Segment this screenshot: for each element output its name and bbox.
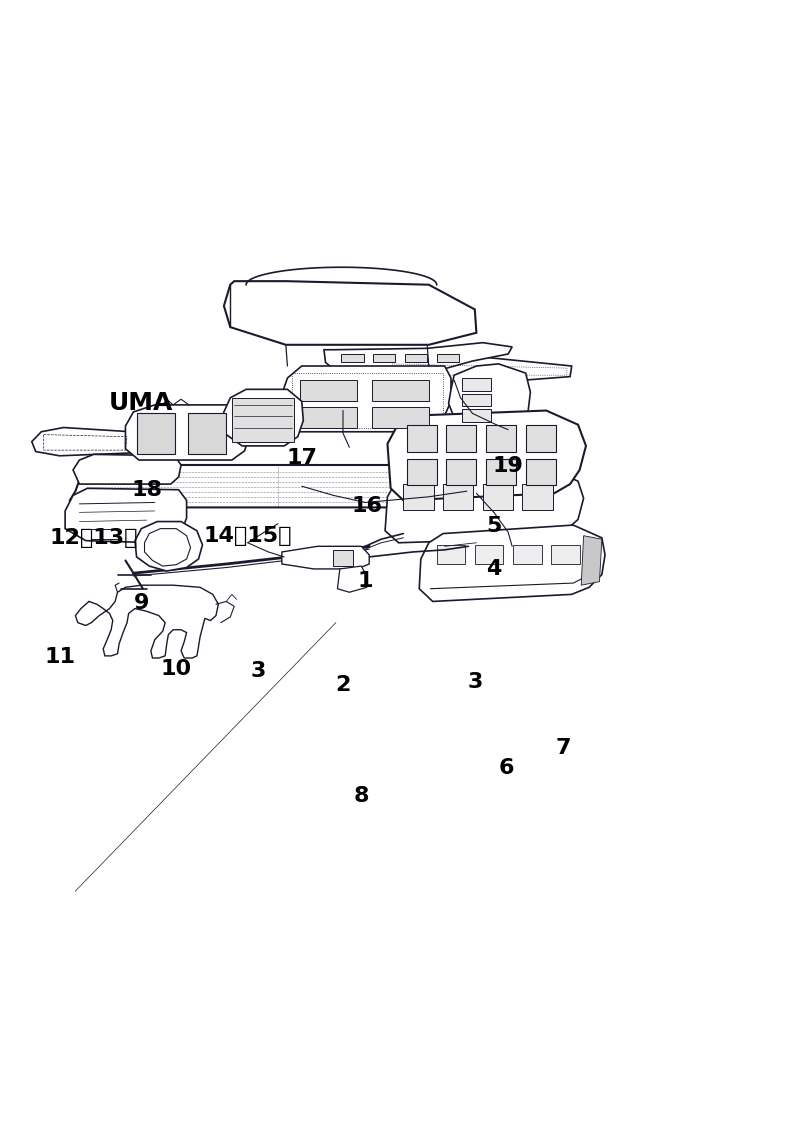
- Polygon shape: [32, 428, 137, 456]
- Polygon shape: [91, 529, 118, 539]
- Text: 7: 7: [556, 738, 572, 758]
- Polygon shape: [188, 413, 226, 455]
- Polygon shape: [125, 405, 250, 460]
- Polygon shape: [581, 536, 602, 585]
- Text: 1: 1: [357, 572, 373, 592]
- Polygon shape: [372, 407, 429, 428]
- Polygon shape: [300, 407, 357, 428]
- Polygon shape: [526, 458, 556, 485]
- Polygon shape: [526, 424, 556, 451]
- Text: 8: 8: [353, 786, 369, 805]
- Polygon shape: [462, 378, 491, 391]
- Polygon shape: [403, 484, 434, 510]
- Polygon shape: [221, 390, 303, 446]
- Polygon shape: [135, 521, 202, 570]
- Polygon shape: [462, 393, 491, 407]
- Polygon shape: [337, 566, 367, 592]
- Polygon shape: [419, 526, 605, 602]
- Text: 11: 11: [44, 647, 75, 667]
- Polygon shape: [389, 357, 572, 384]
- Text: 5: 5: [486, 515, 502, 536]
- Polygon shape: [437, 545, 465, 564]
- Polygon shape: [137, 413, 175, 455]
- Text: 14（15）: 14（15）: [203, 526, 292, 546]
- Polygon shape: [232, 398, 294, 441]
- Text: 4: 4: [486, 559, 502, 579]
- Polygon shape: [486, 424, 516, 451]
- Polygon shape: [407, 458, 437, 485]
- Text: 16: 16: [351, 496, 383, 515]
- Polygon shape: [522, 484, 553, 510]
- Text: 18: 18: [131, 480, 163, 500]
- Polygon shape: [65, 489, 187, 542]
- Text: 10: 10: [160, 659, 192, 678]
- Polygon shape: [282, 546, 369, 569]
- Polygon shape: [73, 455, 181, 484]
- Polygon shape: [405, 354, 427, 363]
- Text: 17: 17: [286, 448, 318, 468]
- Polygon shape: [443, 484, 473, 510]
- Text: 12（13）: 12（13）: [49, 528, 138, 548]
- Polygon shape: [449, 364, 530, 431]
- Polygon shape: [486, 458, 516, 485]
- Polygon shape: [446, 424, 476, 451]
- Text: 19: 19: [493, 456, 523, 476]
- Text: UMA: UMA: [109, 391, 174, 414]
- Polygon shape: [437, 354, 459, 363]
- Text: 6: 6: [499, 758, 515, 778]
- Polygon shape: [333, 550, 353, 566]
- Polygon shape: [513, 545, 542, 564]
- Polygon shape: [373, 354, 395, 363]
- Polygon shape: [483, 484, 513, 510]
- Polygon shape: [407, 424, 437, 451]
- Polygon shape: [385, 469, 584, 542]
- Polygon shape: [324, 343, 512, 375]
- Polygon shape: [475, 545, 503, 564]
- Polygon shape: [145, 529, 191, 566]
- Polygon shape: [224, 281, 476, 345]
- Polygon shape: [70, 465, 524, 508]
- Text: 3: 3: [250, 661, 266, 681]
- Polygon shape: [446, 458, 476, 485]
- Polygon shape: [341, 354, 364, 363]
- Polygon shape: [462, 409, 491, 422]
- Polygon shape: [300, 381, 357, 401]
- Polygon shape: [279, 366, 451, 431]
- Text: 3: 3: [467, 673, 483, 692]
- Polygon shape: [551, 545, 580, 564]
- Polygon shape: [372, 381, 429, 401]
- Text: 9: 9: [133, 593, 149, 613]
- Polygon shape: [387, 411, 586, 501]
- Text: 2: 2: [335, 675, 351, 694]
